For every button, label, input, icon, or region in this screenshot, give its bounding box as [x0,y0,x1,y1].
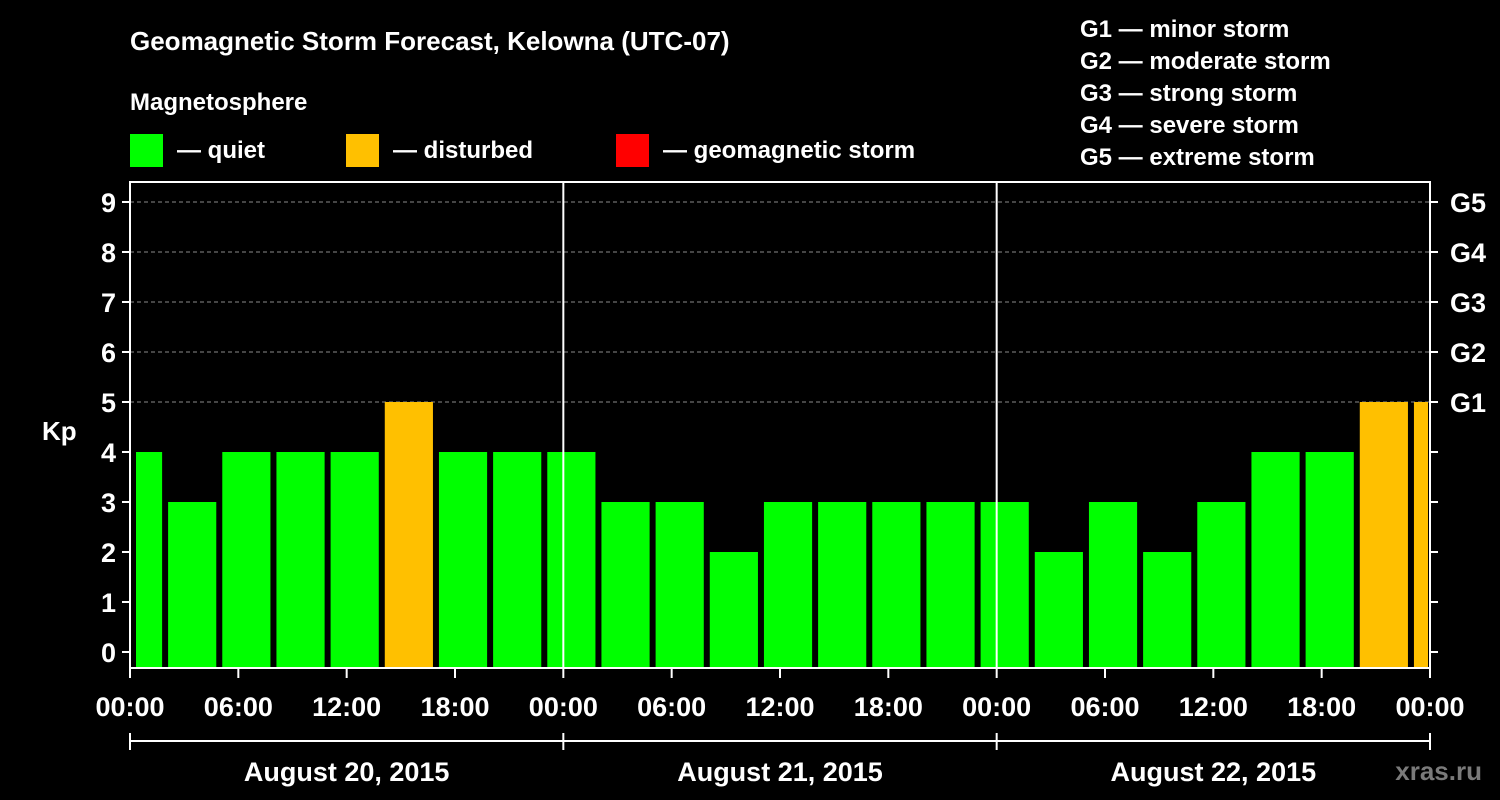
legend-heading: Magnetosphere [130,89,307,116]
y-tick-label: 0 [101,638,116,668]
x-tick-label: 00:00 [529,692,598,722]
g-tick-label: G3 [1450,288,1486,318]
kp-bar [438,452,488,668]
legend-label-quiet: — quiet [177,137,265,164]
y-axis-label: Kp [42,416,77,446]
y-tick-label: 9 [101,188,116,218]
x-tick-label: 00:00 [962,692,1031,722]
kp-bar [1143,552,1192,668]
g-tick-label: G5 [1450,188,1486,218]
y-tick-label: 6 [101,338,116,368]
g-scale-g2: G2 — moderate storm [1080,48,1331,75]
kp-bar [818,502,867,668]
x-tick-label: 12:00 [312,692,381,722]
y-tick-label: 5 [101,388,116,418]
kp-bar [384,402,433,668]
kp-bar [1197,502,1246,668]
kp-bar [980,502,1029,668]
chart-title: Geomagnetic Storm Forecast, Kelowna (UTC… [130,26,730,56]
g-scale-g5: G5 — extreme storm [1080,144,1315,171]
kp-bars [136,402,1428,668]
day-label: August 21, 2015 [677,757,883,787]
y-tick-label: 2 [101,538,116,568]
x-tick-label: 00:00 [95,692,164,722]
legend-swatch-storm [616,134,649,167]
legend-swatch-quiet [130,134,163,167]
x-tick-label: 06:00 [1070,692,1139,722]
legend-label-storm: — geomagnetic storm [663,137,915,164]
y-tick-label: 1 [101,588,116,618]
axis-labels: 0 1 2 3 4 5 6 7 8 9 G1 G2 G3 G4 G5 00:00 06:00 12:00 18:00… [95,188,1486,787]
kp-bar [547,452,596,668]
kp-bar [1359,402,1408,668]
kp-bar [493,452,542,668]
kp-bar [655,502,704,668]
grid-lines [130,201,1430,403]
g-tick-label: G2 [1450,338,1486,368]
kp-bar [1305,452,1354,668]
x-tick-label: 00:00 [1395,692,1464,722]
day-label: August 22, 2015 [1111,757,1317,787]
axes [122,181,1438,750]
x-tick-label: 06:00 [204,692,273,722]
kp-bar [136,452,163,668]
y-tick-label: 3 [101,488,116,518]
y-tick-label: 8 [101,238,116,268]
legend-label-disturbed: — disturbed [393,137,533,164]
x-tick-label: 12:00 [745,692,814,722]
y-tick-label: 4 [101,438,116,468]
kp-bar [1251,452,1300,668]
x-tick-label: 18:00 [420,692,489,722]
g-scale-g1: G1 — minor storm [1080,16,1289,43]
x-tick-label: 18:00 [854,692,923,722]
g-scale-g3: G3 — strong storm [1080,80,1297,107]
kp-bar [168,502,217,668]
x-tick-label: 18:00 [1287,692,1356,722]
kp-bar [763,502,813,668]
g-tick-label: G4 [1450,238,1486,268]
g-scale-legend: G1 — minor storm G2 — moderate storm G3 … [1080,16,1331,171]
kp-bar [1088,502,1138,668]
legend-swatch-disturbed [346,134,379,167]
day-label: August 20, 2015 [244,757,450,787]
kp-bar [222,452,271,668]
kp-bar [601,502,650,668]
kp-bar [276,452,325,668]
kp-bar [709,552,758,668]
g-tick-label: G1 [1450,388,1486,418]
kp-bar [330,452,379,668]
g-scale-g4: G4 — severe storm [1080,112,1299,139]
watermark: xras.ru [1395,756,1482,786]
x-tick-label: 12:00 [1179,692,1248,722]
kp-bar [1034,552,1083,668]
kp-bar [872,502,921,668]
kp-bar [1413,402,1428,668]
y-tick-label: 7 [101,288,116,318]
x-tick-label: 06:00 [637,692,706,722]
kp-bar [926,502,975,668]
legend: — quiet — disturbed — geomagnetic storm [130,134,915,167]
